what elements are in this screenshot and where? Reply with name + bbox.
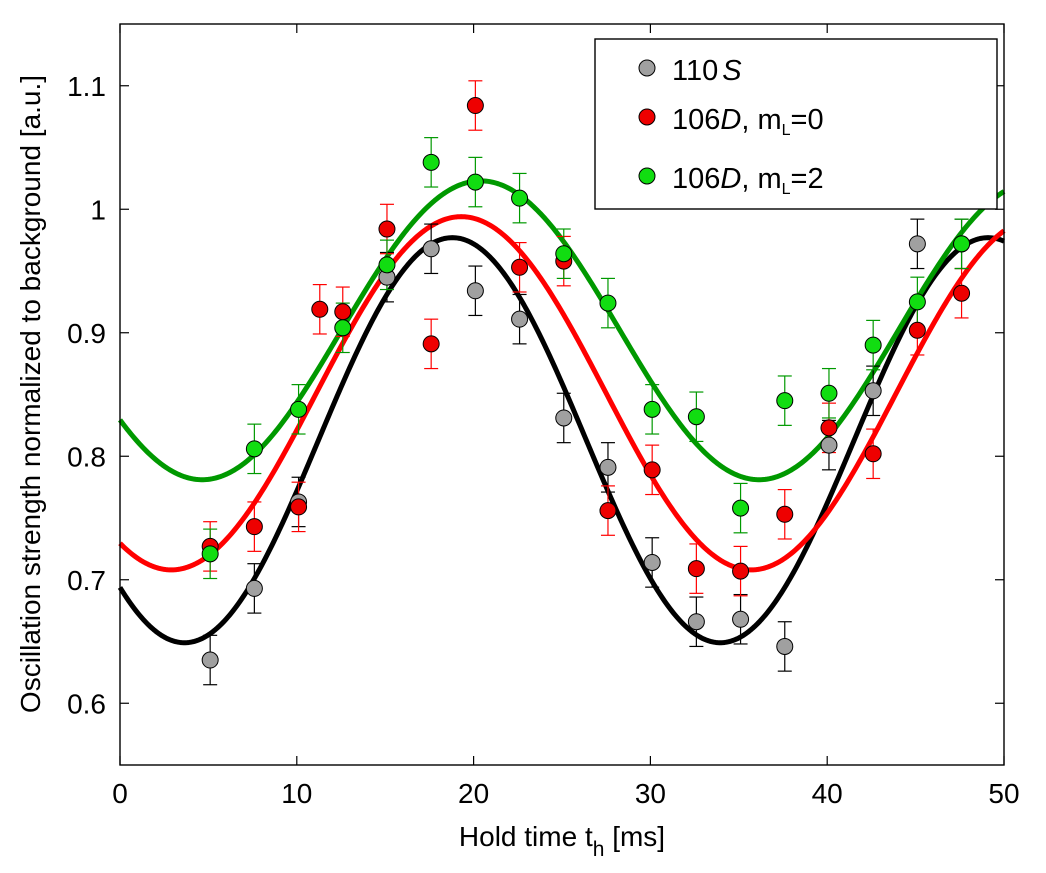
legend-marker-106D-mL2 (638, 167, 656, 185)
data-point-1 (776, 505, 794, 523)
data-point-2 (776, 392, 794, 410)
x-tick-label: 50 (988, 778, 1019, 809)
data-point-2 (466, 173, 484, 191)
data-point-0 (511, 310, 529, 328)
data-point-1 (422, 335, 440, 353)
x-tick-label: 40 (812, 778, 843, 809)
data-point-0 (466, 282, 484, 300)
data-point-2 (555, 245, 573, 263)
data-point-2 (378, 256, 396, 274)
legend-label-110S: 110 S (672, 55, 742, 87)
legend-entry-110S: 110 S (638, 55, 742, 87)
legend-entry-106D-mL2: 106D, mL=2 (638, 163, 824, 198)
fit-curve-1 (118, 214, 1006, 573)
data-point-2 (334, 319, 352, 337)
data-point-1 (511, 258, 529, 276)
fit-curve-0 (117, 235, 1005, 646)
fit-curve-2 (117, 178, 1006, 483)
data-point-0 (776, 637, 794, 655)
x-tick-label: 0 (112, 778, 128, 809)
data-point-0 (687, 613, 705, 631)
data-point-0 (555, 409, 573, 427)
legend: 110 S 106D, mL=0 106D, mL=2 (594, 38, 998, 210)
data-point-2 (732, 499, 750, 517)
data-point-1 (378, 220, 396, 238)
y-tick-label: 1.1 (67, 71, 106, 102)
data-point-0 (643, 553, 661, 571)
data-point-1 (864, 445, 882, 463)
data-points (201, 97, 971, 669)
legend-marker-110S (638, 59, 656, 77)
data-point-2 (511, 189, 529, 207)
data-point-1 (245, 518, 263, 536)
x-axis-label: Hold time th [ms] (459, 821, 665, 861)
data-point-0 (599, 458, 617, 476)
axis-ticks: 0 10 20 30 40 50 0.6 0.7 0.8 0.9 1 1.1 (67, 24, 1020, 809)
data-point-0 (908, 235, 926, 253)
data-point-1 (908, 321, 926, 339)
data-point-0 (820, 436, 838, 454)
data-point-2 (864, 336, 882, 354)
data-point-1 (290, 498, 308, 516)
x-tick-label: 30 (635, 778, 666, 809)
data-point-1 (466, 97, 484, 115)
data-point-1 (334, 303, 352, 321)
data-point-2 (908, 293, 926, 311)
data-point-2 (599, 294, 617, 312)
data-point-1 (953, 284, 971, 302)
data-point-1 (311, 300, 329, 318)
data-point-0 (732, 610, 750, 628)
data-point-2 (953, 235, 971, 253)
data-point-2 (201, 545, 219, 563)
data-point-2 (643, 400, 661, 418)
legend-label-106D-mL0: 106D, mL=0 (672, 104, 824, 139)
axes-frame (119, 23, 1005, 766)
data-point-0 (864, 382, 882, 400)
x-tick-label: 20 (458, 778, 489, 809)
y-tick-label: 0.8 (67, 441, 106, 472)
data-point-0 (422, 240, 440, 258)
data-point-2 (820, 384, 838, 402)
y-tick-label: 0.6 (67, 688, 106, 719)
data-point-2 (687, 408, 705, 426)
data-point-1 (599, 502, 617, 520)
data-point-1 (687, 560, 705, 578)
data-point-1 (643, 461, 661, 479)
legend-entry-106D-mL0: 106D, mL=0 (638, 104, 824, 139)
data-point-1 (820, 419, 838, 437)
y-tick-label: 1 (90, 194, 106, 225)
data-point-0 (201, 651, 219, 669)
y-tick-label: 0.9 (67, 318, 106, 349)
data-point-2 (290, 400, 308, 418)
legend-marker-106D-mL0 (638, 108, 656, 126)
data-point-2 (422, 153, 440, 171)
y-tick-label: 0.7 (67, 565, 106, 596)
legend-label-106D-mL2: 106D, mL=2 (672, 163, 824, 198)
data-point-2 (245, 440, 263, 458)
data-point-1 (732, 562, 750, 580)
x-tick-label: 10 (281, 778, 312, 809)
data-point-0 (245, 579, 263, 597)
legend-box (594, 38, 998, 210)
fit-curves (117, 178, 1006, 646)
y-axis-label: Oscillation strength normalized to backg… (15, 75, 46, 713)
